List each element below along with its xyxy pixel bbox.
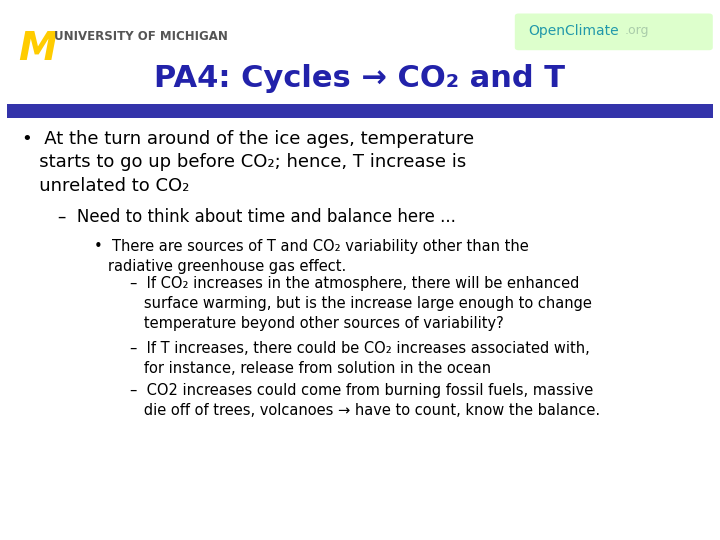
Text: –  If CO₂ increases in the atmosphere, there will be enhanced
   surface warming: – If CO₂ increases in the atmosphere, th… xyxy=(130,276,591,331)
FancyBboxPatch shape xyxy=(515,14,713,50)
Text: .org: .org xyxy=(625,24,649,37)
Text: –  If T increases, there could be CO₂ increases associated with,
   for instance: – If T increases, there could be CO₂ inc… xyxy=(130,341,590,376)
FancyBboxPatch shape xyxy=(7,104,713,118)
Text: M: M xyxy=(18,30,57,68)
Text: OpenClimate: OpenClimate xyxy=(528,24,618,38)
Text: PA4: Cycles → CO₂ and T: PA4: Cycles → CO₂ and T xyxy=(155,64,565,93)
Text: •  At the turn around of the ice ages, temperature
   starts to go up before CO₂: • At the turn around of the ice ages, te… xyxy=(22,130,474,195)
Text: –  CO2 increases could come from burning fossil fuels, massive
   die off of tre: – CO2 increases could come from burning … xyxy=(130,383,600,417)
Text: –  Need to think about time and balance here ...: – Need to think about time and balance h… xyxy=(58,208,456,226)
Text: UNIVERSITY OF MICHIGAN: UNIVERSITY OF MICHIGAN xyxy=(54,30,228,43)
Text: •  There are sources of T and CO₂ variability other than the
   radiative greenh: • There are sources of T and CO₂ variabi… xyxy=(94,239,528,274)
